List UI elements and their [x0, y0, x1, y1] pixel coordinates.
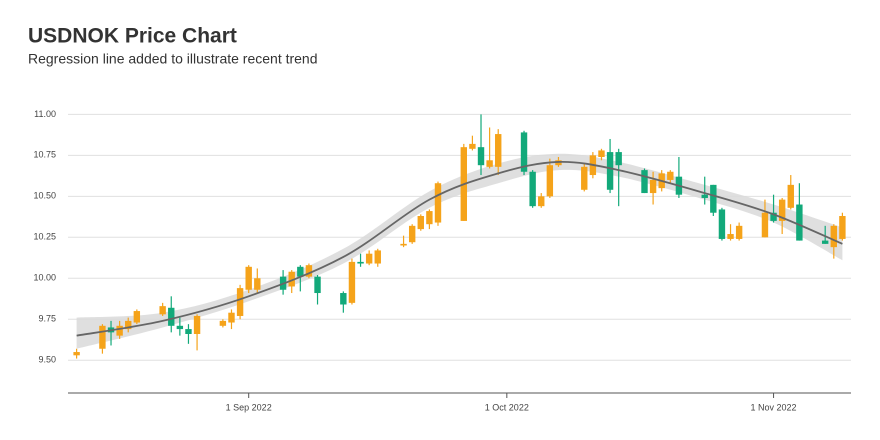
candle-body [348, 261, 356, 303]
candle-body [408, 225, 416, 243]
candle-body [469, 143, 476, 149]
candle-body [615, 152, 622, 166]
chart-title: USDNOK Price Chart [28, 25, 237, 48]
candle-body [159, 306, 166, 315]
y-tick-label: 11.00 [34, 109, 56, 119]
candle-body [598, 150, 605, 157]
candle-body [254, 278, 261, 290]
candle-body [761, 212, 769, 238]
candle-body [133, 311, 141, 323]
candle-body [193, 315, 201, 334]
candle-body [778, 199, 786, 221]
candle-body [727, 234, 734, 239]
candle-body [520, 132, 528, 172]
x-tick-label: 1 Nov 2022 [751, 402, 797, 412]
candle-body [529, 171, 536, 207]
candle-body [365, 253, 373, 264]
candle-body [185, 329, 192, 334]
candle-body [434, 183, 442, 223]
x-tick-label: 1 Oct 2022 [485, 402, 529, 412]
chart-subtitle: Regression line added to illustrate rece… [28, 51, 318, 67]
candle-body [477, 147, 485, 166]
candle-body [606, 152, 614, 190]
candle-body [821, 240, 829, 244]
regression-band [76, 153, 843, 349]
candle-body [538, 196, 545, 207]
candle-body [168, 307, 175, 326]
candle-body [314, 276, 321, 294]
candle-body [796, 204, 803, 241]
candle-body [357, 261, 364, 264]
candle-body [245, 266, 252, 290]
candle-body [710, 184, 717, 213]
candle-body [486, 160, 493, 167]
candle-body [374, 250, 381, 264]
candle-body [400, 243, 407, 246]
candle-body [219, 320, 227, 326]
candle-body [116, 325, 123, 336]
candle-body [99, 325, 106, 349]
candle-body [735, 225, 743, 239]
regression-line [76, 160, 843, 337]
candle-body [839, 216, 846, 239]
candle-body [417, 216, 424, 230]
candle-body [176, 325, 184, 330]
y-tick-label: 10.75 [33, 150, 56, 160]
y-tick-label: 9.50 [38, 355, 56, 365]
y-tick-label: 10.00 [33, 273, 56, 283]
candle-body [581, 166, 588, 190]
y-tick-label: 10.25 [33, 232, 56, 242]
candle-body [288, 271, 295, 287]
candle-body [649, 179, 657, 194]
candle-body [495, 134, 502, 167]
candle-body [830, 225, 837, 248]
candle-body [546, 165, 554, 197]
x-tick-label: 1 Sep 2022 [226, 402, 272, 412]
y-tick-label: 9.75 [38, 314, 56, 324]
candle-body [701, 194, 708, 198]
candle-body [236, 288, 244, 316]
candle-body [426, 211, 433, 225]
candle-body [125, 320, 132, 330]
candle-body [297, 266, 304, 277]
candle-body [787, 184, 794, 208]
candle-body [641, 170, 648, 194]
y-tick-label: 10.50 [33, 191, 56, 201]
candle-body [73, 352, 80, 356]
candle-body [718, 209, 726, 239]
candle-body [667, 171, 674, 180]
candle-body [770, 212, 777, 221]
candle-body [340, 293, 347, 305]
candle-body [228, 312, 235, 323]
candle-body [305, 265, 313, 277]
